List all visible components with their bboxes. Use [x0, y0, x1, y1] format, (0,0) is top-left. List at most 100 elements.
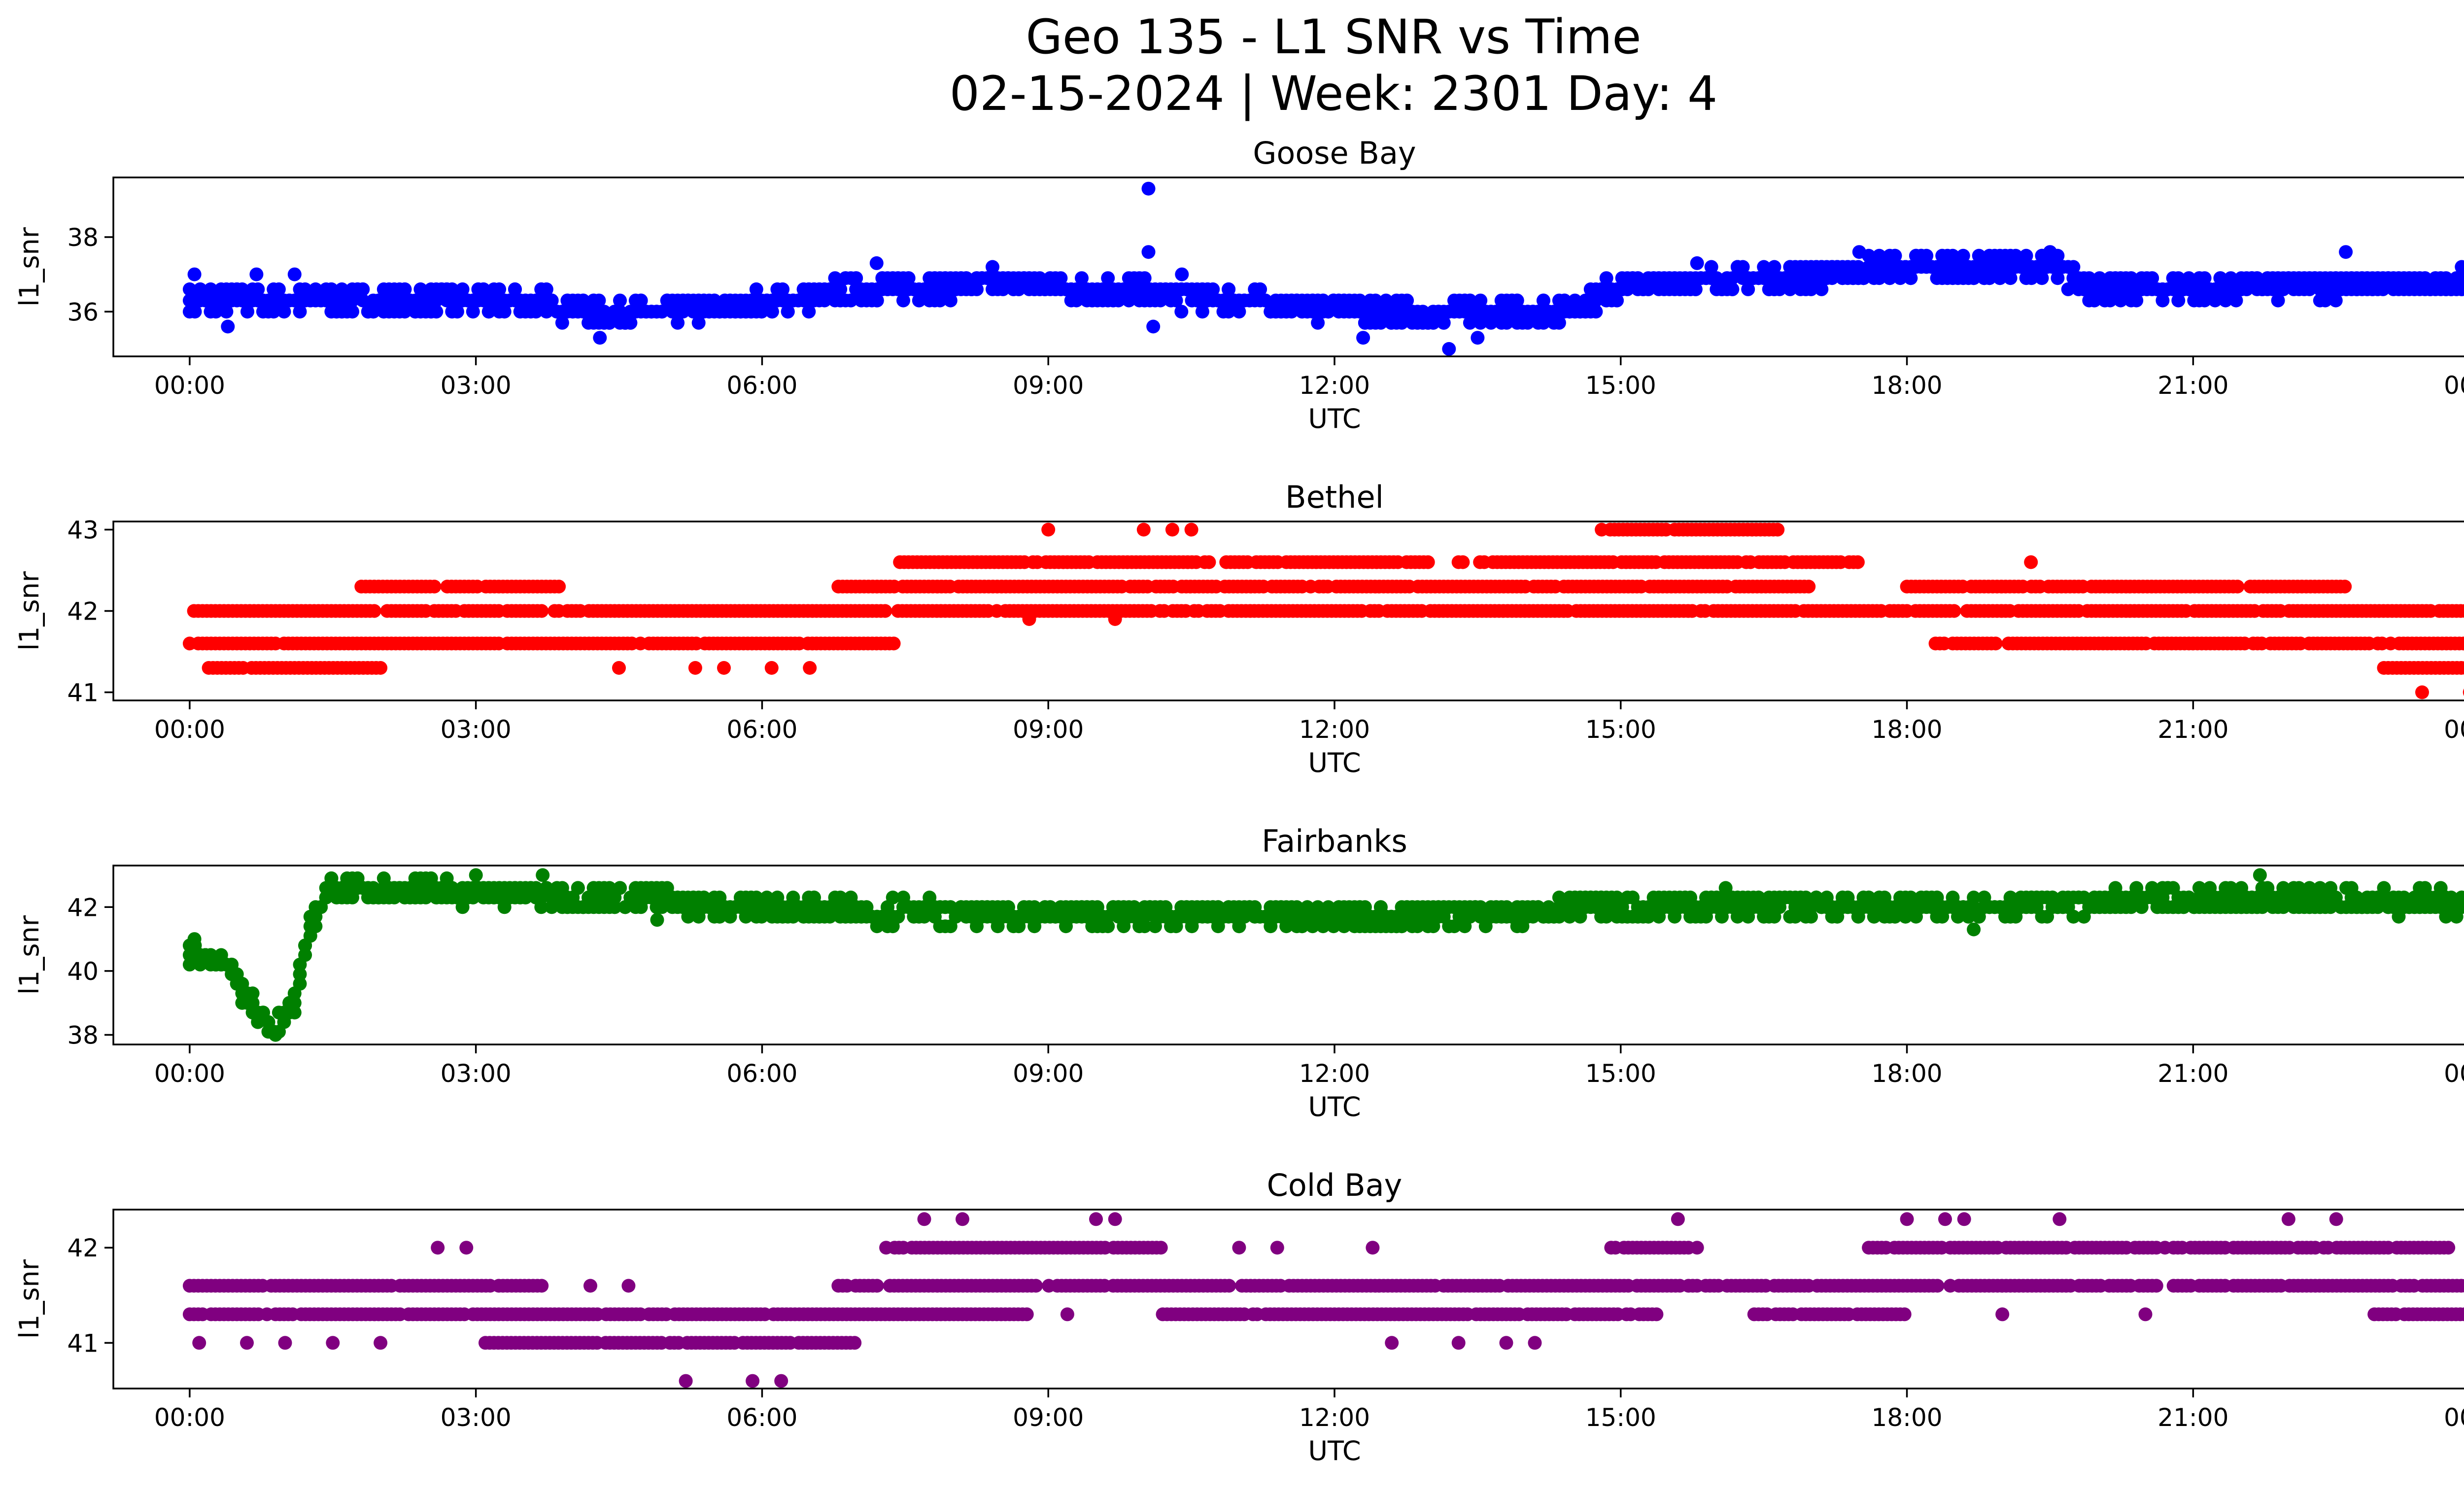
data-point	[193, 282, 207, 296]
data-point	[345, 305, 359, 319]
data-point	[1101, 919, 1115, 934]
data-point	[686, 305, 700, 319]
data-point	[2250, 271, 2264, 285]
data-point	[749, 282, 763, 296]
figure-title-line2: 02-15-2024 | Week: 2301 Day: 4	[950, 66, 1718, 122]
data-point	[1174, 305, 1189, 319]
data-point	[535, 1279, 549, 1293]
data-point	[2088, 293, 2101, 308]
data-point	[2219, 293, 2233, 308]
data-point	[1804, 282, 1818, 296]
subplot-title: Fairbanks	[1262, 823, 1407, 859]
data-point	[2455, 260, 2464, 274]
data-point	[1599, 271, 1613, 285]
data-point	[592, 293, 606, 308]
data-point	[429, 293, 444, 308]
data-point	[2302, 282, 2317, 296]
data-point	[367, 604, 381, 618]
data-point	[2224, 271, 2238, 285]
data-point	[1589, 305, 1603, 319]
data-point	[2171, 293, 2186, 308]
data-point	[1897, 1307, 1912, 1321]
x-tick-label: 00:00	[2444, 1059, 2464, 1088]
data-point	[764, 661, 779, 675]
data-point	[2376, 282, 2390, 296]
data-point	[356, 282, 370, 296]
data-point	[671, 315, 685, 330]
scatter-points	[182, 1212, 2464, 1388]
data-point	[1500, 315, 1514, 330]
data-point	[1594, 282, 1608, 296]
data-point	[1505, 305, 1519, 319]
y-tick-label: 36	[67, 298, 99, 326]
data-point	[1041, 522, 1056, 537]
data-point	[536, 868, 550, 882]
x-tick-label: 09:00	[1013, 715, 1084, 744]
data-point	[251, 282, 265, 296]
data-point	[2415, 685, 2429, 699]
data-point	[1531, 305, 1545, 319]
data-point	[1878, 260, 1892, 274]
data-point	[2271, 293, 2285, 308]
x-tick-label: 03:00	[441, 715, 512, 744]
data-point	[1987, 260, 2002, 274]
data-point	[613, 293, 627, 308]
data-point	[1771, 522, 1785, 537]
data-point	[1904, 271, 1918, 285]
data-point	[1851, 260, 1865, 274]
data-point	[2029, 260, 2044, 274]
data-point	[221, 319, 235, 334]
data-point	[1510, 293, 1524, 308]
data-point	[1610, 293, 1624, 308]
data-point	[2156, 293, 2170, 308]
data-point	[1893, 271, 1907, 285]
data-point	[2460, 272, 2464, 284]
data-point	[691, 315, 706, 330]
data-point	[1471, 331, 1485, 345]
data-point	[2318, 293, 2332, 308]
data-point	[1032, 271, 1047, 285]
data-point	[2171, 271, 2186, 285]
data-point	[1069, 293, 1084, 308]
data-point	[1137, 271, 1152, 285]
data-point	[2197, 271, 2212, 285]
data-point	[818, 293, 832, 308]
data-point	[1029, 1279, 1043, 1293]
x-tick-label: 00:00	[154, 715, 225, 744]
data-point	[1463, 315, 1477, 330]
y-tick-label: 41	[67, 679, 99, 707]
scatter-points	[182, 868, 2464, 1042]
data-point	[923, 282, 937, 296]
data-point	[455, 282, 470, 296]
data-point	[1690, 256, 1704, 270]
data-point	[529, 305, 543, 319]
data-point	[1137, 919, 1152, 934]
x-tick-label: 15:00	[1585, 371, 1656, 400]
data-point	[717, 661, 731, 675]
data-point	[330, 293, 343, 308]
data-point	[688, 661, 702, 675]
data-point	[986, 260, 999, 274]
data-point	[870, 1279, 884, 1293]
data-point	[2082, 271, 2096, 285]
data-point	[959, 271, 973, 285]
data-point	[1967, 271, 1981, 285]
data-point	[1850, 555, 1865, 569]
data-point	[754, 305, 769, 319]
data-point	[1202, 555, 1216, 569]
y-axis-label: l1_snr	[14, 915, 45, 995]
y-tick-label: 38	[67, 1021, 99, 1050]
x-tick-label: 09:00	[1013, 371, 1084, 400]
data-point	[655, 305, 669, 319]
data-point	[492, 282, 507, 296]
data-point	[1631, 271, 1645, 285]
data-point	[901, 271, 916, 285]
data-point	[844, 293, 858, 308]
data-point	[2108, 282, 2122, 296]
data-point	[293, 967, 307, 981]
data-point	[1589, 293, 1603, 308]
data-point	[2459, 1279, 2464, 1293]
data-point	[2024, 555, 2038, 569]
data-point	[1232, 305, 1246, 319]
